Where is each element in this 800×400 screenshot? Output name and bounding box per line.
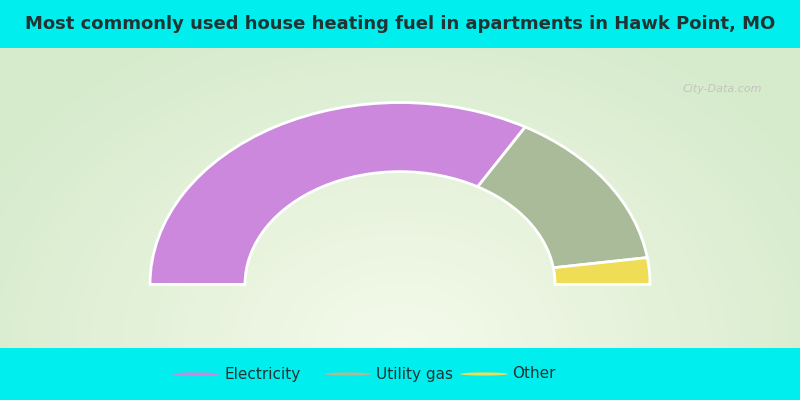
Circle shape (460, 372, 508, 376)
Wedge shape (554, 258, 650, 284)
Circle shape (324, 372, 372, 376)
Text: Utility gas: Utility gas (376, 366, 453, 382)
Circle shape (172, 372, 220, 376)
Text: Electricity: Electricity (224, 366, 300, 382)
Wedge shape (478, 127, 647, 268)
Text: City-Data.com: City-Data.com (683, 84, 762, 94)
Wedge shape (150, 102, 526, 284)
Text: Most commonly used house heating fuel in apartments in Hawk Point, MO: Most commonly used house heating fuel in… (25, 15, 775, 33)
Text: Other: Other (512, 366, 555, 382)
